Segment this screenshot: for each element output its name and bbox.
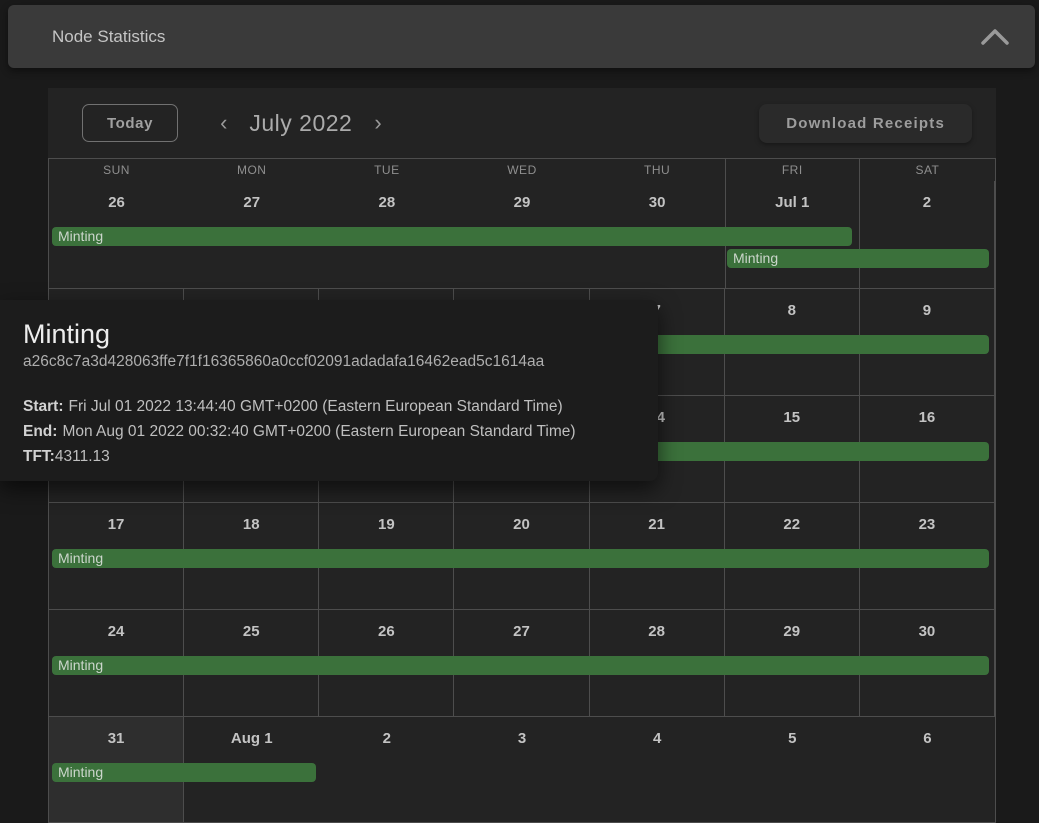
tooltip-tft-value: 4311.13 bbox=[54, 448, 110, 465]
day-cell[interactable]: 4 bbox=[590, 717, 725, 822]
day-number: 30 bbox=[648, 194, 666, 211]
tooltip-details: Start: Fri Jul 01 2022 13:44:40 GMT+0200 … bbox=[23, 394, 658, 469]
month-title: July 2022 bbox=[249, 109, 353, 136]
tooltip-title: Minting bbox=[23, 319, 111, 349]
day-number: 5 bbox=[788, 730, 797, 747]
day-cell[interactable]: 26 bbox=[49, 181, 184, 288]
day-number: 27 bbox=[243, 194, 261, 211]
weekday-label: MON bbox=[236, 163, 267, 177]
day-number: 2 bbox=[922, 194, 932, 211]
day-cell[interactable]: 16 bbox=[860, 396, 995, 502]
weekday-header-row: SUN MON TUE WED THU FRI SAT bbox=[49, 159, 995, 181]
day-number: 8 bbox=[787, 302, 796, 319]
minting-event-bar[interactable]: Minting bbox=[52, 549, 989, 568]
tooltip-end-label: End: bbox=[23, 423, 58, 440]
tooltip-tft-label: TFT: bbox=[23, 448, 55, 465]
tooltip-start: Start: Fri Jul 01 2022 13:44:40 GMT+0200 … bbox=[23, 394, 658, 419]
day-cell[interactable]: 30 bbox=[860, 610, 995, 716]
day-cell[interactable]: 3 bbox=[454, 717, 589, 822]
day-number: 15 bbox=[783, 409, 801, 426]
tooltip-start-label: Start: bbox=[23, 398, 64, 415]
day-number: 18 bbox=[242, 516, 260, 533]
day-number: 27 bbox=[513, 623, 530, 640]
tooltip-hash: a26c8c7a3d428063ffe7f1f16365860a0ccf0209… bbox=[23, 353, 545, 370]
event-tooltip: Minting a26c8c7a3d428063ffe7f1f16365860a… bbox=[0, 300, 658, 481]
day-number: 16 bbox=[918, 409, 936, 426]
day-number: 2 bbox=[382, 730, 392, 747]
week-row: 24 25 26 27 28 29 30 Minting bbox=[49, 609, 995, 716]
today-button[interactable]: Today bbox=[82, 104, 179, 142]
day-number: 28 bbox=[378, 194, 396, 211]
day-number: 28 bbox=[648, 623, 665, 640]
day-number: 9 bbox=[922, 302, 932, 319]
prev-month-icon[interactable]: ‹ bbox=[220, 110, 228, 135]
day-cell[interactable]: 5 bbox=[725, 717, 860, 822]
day-number: 19 bbox=[378, 516, 395, 533]
minting-event-bar[interactable]: Minting bbox=[52, 227, 852, 246]
weekday-label: WED bbox=[507, 163, 537, 177]
day-number: 21 bbox=[648, 516, 665, 533]
day-cell[interactable]: 23 bbox=[860, 503, 995, 609]
day-number: Jul 1 bbox=[775, 194, 810, 211]
weekday-label: THU bbox=[644, 163, 671, 177]
weekday-label: SUN bbox=[103, 163, 130, 177]
day-number: 31 bbox=[107, 730, 125, 747]
tooltip-tft: TFT:4311.13 bbox=[23, 444, 658, 469]
node-statistics-title: Node Statistics bbox=[52, 26, 166, 46]
day-number: 29 bbox=[783, 623, 801, 640]
day-number: 22 bbox=[783, 516, 801, 533]
day-cell[interactable]: 29 bbox=[454, 181, 589, 288]
download-receipts-button[interactable]: Download Receipts bbox=[759, 103, 972, 143]
day-number: 3 bbox=[517, 730, 527, 747]
day-cell[interactable]: 2 bbox=[860, 181, 995, 288]
weekday-label: FRI bbox=[724, 159, 860, 181]
week-row: 31 Aug 1 2 3 4 5 6 Minting bbox=[49, 716, 995, 822]
calendar-panel: Today ‹ July 2022 › Download Receipts SU… bbox=[48, 88, 996, 823]
minting-event-bar[interactable]: Minting bbox=[727, 249, 989, 268]
minting-event-bar[interactable]: Minting bbox=[52, 656, 989, 675]
week-row: 26 27 28 29 30 Jul 1 2 Minting Minting bbox=[49, 181, 995, 288]
day-cell[interactable]: 27 bbox=[184, 181, 319, 288]
weekday-label: TUE bbox=[374, 163, 400, 177]
day-number: 20 bbox=[513, 516, 530, 533]
tooltip-end-value: Mon Aug 01 2022 00:32:40 GMT+0200 (Easte… bbox=[62, 423, 576, 440]
month-nav: ‹ July 2022 › bbox=[210, 110, 392, 137]
day-cell[interactable]: 30 bbox=[590, 181, 725, 288]
week-row: 17 18 19 20 21 22 23 Minting bbox=[49, 502, 995, 609]
calendar-toolbar: Today ‹ July 2022 › Download Receipts bbox=[48, 88, 996, 158]
day-cell[interactable]: 2 bbox=[319, 717, 454, 822]
day-cell[interactable]: Aug 1 bbox=[184, 717, 319, 822]
day-cell[interactable]: 6 bbox=[860, 717, 995, 822]
day-number: 23 bbox=[918, 516, 936, 533]
day-number: 25 bbox=[242, 623, 260, 640]
day-number: 4 bbox=[652, 730, 662, 747]
day-number: 29 bbox=[513, 194, 531, 211]
day-number: 26 bbox=[378, 623, 395, 640]
node-statistics-bar[interactable]: Node Statistics bbox=[8, 5, 1035, 68]
tooltip-end: End: Mon Aug 01 2022 00:32:40 GMT+0200 (E… bbox=[23, 419, 658, 444]
day-cell[interactable]: 9 bbox=[860, 289, 995, 395]
weekday-label: SAT bbox=[915, 163, 940, 177]
minting-event-bar[interactable]: Minting bbox=[52, 763, 316, 782]
day-number: 6 bbox=[923, 730, 932, 747]
calendar-grid: SUN MON TUE WED THU FRI SAT 26 27 28 29 … bbox=[48, 158, 996, 823]
day-number: 17 bbox=[107, 516, 125, 533]
day-number: Aug 1 bbox=[230, 730, 273, 747]
collapse-chevron-up-icon[interactable] bbox=[981, 28, 1009, 45]
day-number: 26 bbox=[108, 194, 125, 211]
day-number: 30 bbox=[918, 623, 936, 640]
day-cell[interactable]: 28 bbox=[319, 181, 454, 288]
tooltip-start-value: Fri Jul 01 2022 13:44:40 GMT+0200 (Easte… bbox=[68, 398, 563, 415]
next-month-icon[interactable]: › bbox=[374, 110, 382, 135]
day-number: 24 bbox=[107, 623, 125, 640]
